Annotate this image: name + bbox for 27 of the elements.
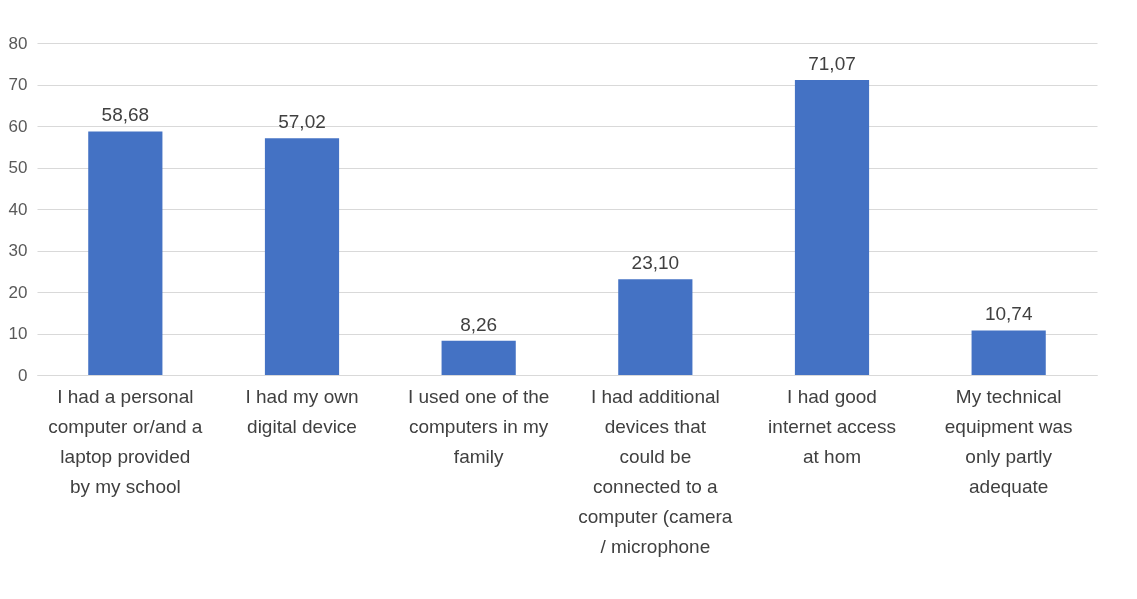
data-label: 57,02 — [278, 111, 326, 133]
data-label: 23,10 — [631, 252, 680, 274]
x-tick-label: My technical equipment was only partly adequate — [944, 385, 1073, 497]
data-label: 8,26 — [460, 313, 498, 335]
data-label: 10,74 — [984, 303, 1033, 325]
bar — [264, 138, 340, 375]
y-tick-label: 30 — [8, 241, 28, 260]
y-tick-label: 40 — [8, 199, 28, 219]
x-tick-label: I used one of the computers in my family — [407, 385, 550, 467]
bar — [88, 131, 163, 375]
x-tick-label: I had good internet access at hom — [768, 385, 896, 467]
y-tick-label: 50 — [8, 158, 28, 177]
bar — [441, 340, 516, 375]
data-label: 71,07 — [808, 53, 856, 75]
y-tick-label: 60 — [8, 116, 28, 136]
y-tick-label: 10 — [8, 324, 28, 343]
y-tick-label: 0 — [18, 365, 28, 385]
data-label: 58,68 — [101, 104, 150, 126]
x-tick-label: I had a personal computer or/and a laptop provided by my school — [48, 385, 203, 497]
x-tick-label: I had my own digital device — [245, 385, 359, 437]
bar — [794, 80, 870, 375]
bar — [971, 330, 1046, 375]
y-tick-label: 20 — [8, 282, 28, 302]
bar — [618, 279, 693, 375]
y-tick-label: 70 — [8, 75, 28, 94]
y-tick-label: 80 — [8, 33, 28, 53]
x-tick-label: I had additional devices that could be connected to a computer (camera / microphone — [578, 385, 733, 557]
